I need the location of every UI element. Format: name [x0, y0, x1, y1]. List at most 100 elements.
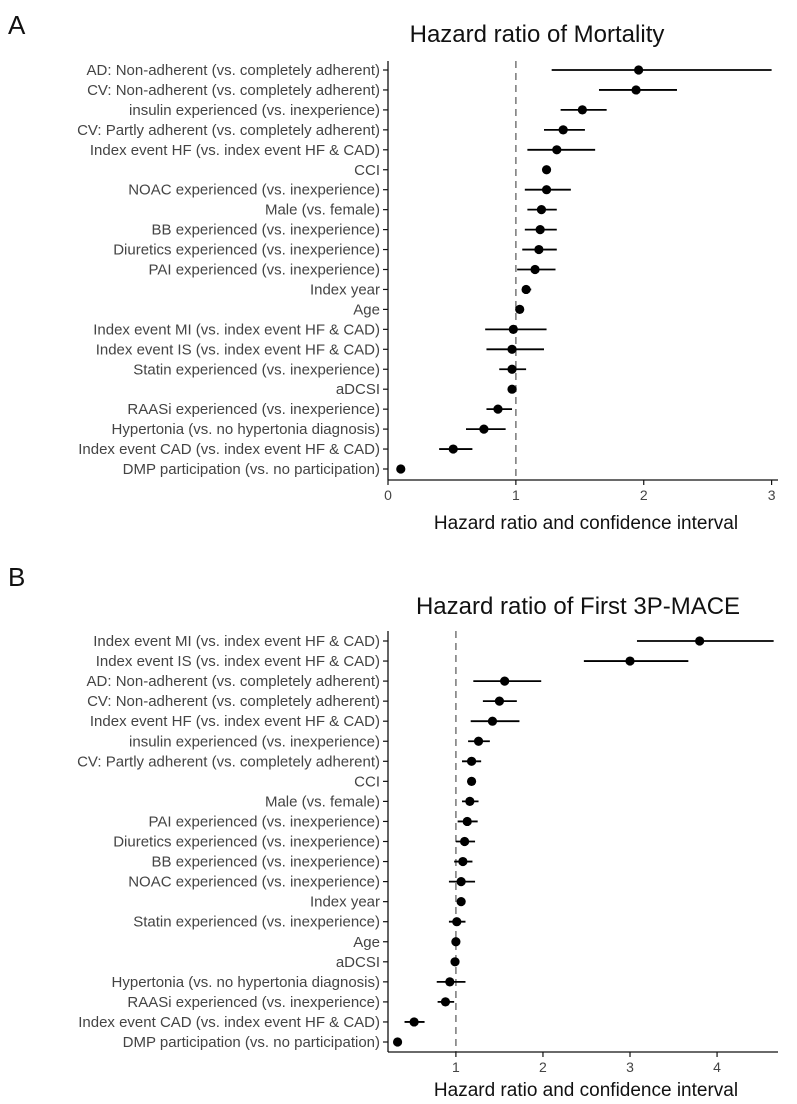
panel-a-hazard-ratio-point [515, 304, 525, 314]
panel-b-row-label: Index year [310, 894, 380, 911]
panel-b-row-label: CCI [354, 773, 380, 790]
panel-b-row-label: RAASi experienced (vs. inexperience) [127, 994, 380, 1011]
panel-b-hazard-ratio-point [494, 696, 505, 706]
panel-a-hazard-ratio-point [507, 344, 517, 354]
panel-b-row-label: AD: Non-adherent (vs. completely adheren… [87, 673, 380, 690]
panel-a-hazard-ratio-point [541, 185, 552, 195]
panel-a-row-label: CV: Non-adherent (vs. completely adheren… [87, 82, 380, 99]
panel-b-row-label: Diuretics experienced (vs. inexperience) [113, 834, 380, 851]
panel-b-hazard-ratio-point [465, 796, 475, 807]
panel-b-row-label: PAI experienced (vs. inexperience) [148, 813, 380, 830]
panel-a-hazard-ratio-point [530, 264, 540, 275]
panel-a-title: Hazard ratio of Mortality [410, 21, 665, 48]
panel-a-row-label: Male (vs. female) [265, 202, 380, 219]
panel-a-hazard-ratio-point [521, 284, 531, 295]
panel-a-hazard-ratio-point [493, 404, 503, 414]
panel-b-row-label: Age [353, 934, 380, 951]
panel-a-row-label: aDCSI [336, 381, 380, 398]
panel-a-row-label: Index year [310, 281, 380, 298]
panel-a-row-label: AD: Non-adherent (vs. completely adheren… [87, 62, 380, 79]
panel-a-x-tick-label: 2 [640, 487, 648, 503]
panel-a-row-label: Index event MI (vs. index event HF & CAD… [93, 321, 380, 338]
panel-a-hazard-ratio-point [448, 444, 458, 454]
panel-a-row-label: RAASi experienced (vs. inexperience) [127, 401, 380, 418]
panel-a-hazard-ratio-point [558, 125, 568, 135]
panel-b-row-label: CV: Non-adherent (vs. completely adheren… [87, 693, 380, 710]
panel-b-x-tick-label: 2 [539, 1059, 547, 1075]
panel-b-x-axis-title: Hazard ratio and confidence interval [434, 1080, 738, 1101]
panel-b-letter: B [8, 562, 25, 592]
panel-b-hazard-ratio-point [440, 997, 451, 1007]
panel-b-row-label: DMP participation (vs. no participation) [123, 1034, 380, 1051]
panel-b-row-label: Index event HF (vs. index event HF & CAD… [90, 713, 380, 730]
panel-b-row-label: Statin experienced (vs. inexperience) [133, 914, 380, 931]
panel-b-hazard-ratio-point [462, 816, 472, 827]
panel-a-row-label: Statin experienced (vs. inexperience) [133, 361, 380, 378]
panel-b-hazard-ratio-point [450, 957, 460, 967]
panel-a-hazard-ratio-point [479, 424, 489, 434]
panel-a-hazard-ratio-point [508, 324, 518, 334]
panel-b-hazard-ratio-point [460, 836, 470, 847]
panel-b-hazard-ratio-point [458, 856, 468, 867]
panel-a-letter: A [8, 10, 26, 40]
panel-b-row-label: Index event MI (vs. index event HF & CAD… [93, 633, 380, 650]
panel-a-hazard-ratio-point [552, 145, 562, 155]
panel-a-row-label: DMP participation (vs. no participation) [123, 461, 380, 478]
panel-b-hazard-ratio-point [445, 977, 455, 987]
panel-a-row-label: NOAC experienced (vs. inexperience) [128, 182, 380, 199]
panel-b-row-label: Index event IS (vs. index event HF & CAD… [96, 653, 380, 670]
panel-a-hazard-ratio-point [507, 384, 517, 394]
panel-b-row-label: insulin experienced (vs. inexperience) [129, 733, 380, 750]
panel-a-row-label: Hypertonia (vs. no hypertonia diagnosis) [112, 421, 380, 438]
panel-a-x-tick-label: 3 [768, 487, 776, 503]
panel-a-hazard-ratio-point [535, 225, 545, 235]
panel-a-row-label: insulin experienced (vs. inexperience) [129, 102, 380, 119]
panel-a-x-axis-title: Hazard ratio and confidence interval [434, 513, 738, 534]
panel-b-hazard-ratio-point [456, 877, 466, 887]
panel-b-x-tick-label: 4 [713, 1059, 721, 1075]
panel-b-plot: 1 2 3 4 Index event MI (vs. index event HF &… [77, 631, 778, 1075]
panel-b-hazard-ratio-point [466, 776, 477, 786]
panel-b-row-label: aDCSI [336, 954, 380, 971]
panel-a-hazard-ratio-point [634, 65, 644, 75]
panel-b-hazard-ratio-point [473, 736, 484, 746]
panel-a-hazard-ratio-point [631, 85, 641, 95]
panel-a-hazard-ratio-point [536, 205, 547, 215]
panel-a-hazard-ratio-point [507, 364, 517, 374]
panel-a-hazard-ratio-point [541, 165, 552, 175]
panel-a-row-label: Diuretics experienced (vs. inexperience) [113, 242, 380, 259]
panel-a-plot: 0 1 2 3 AD: Non-adherent (vs. completely adh… [77, 61, 778, 503]
panel-a-x-tick-label: 1 [512, 487, 520, 503]
panel-b-row-label: Hypertonia (vs. no hypertonia diagnosis) [112, 974, 380, 991]
panel-b-hazard-ratio-point [456, 897, 466, 907]
panel-a-x-tick-label: 0 [384, 487, 392, 503]
panel-a-row-label: CV: Partly adherent (vs. completely adhe… [77, 122, 380, 139]
panel-b-hazard-ratio-point [409, 1017, 419, 1027]
panel-b-x-tick-label: 1 [452, 1059, 460, 1075]
panel-a-row-label: Age [353, 301, 380, 318]
panel-b-hazard-ratio-point [451, 937, 461, 947]
panel-b-x-tick-label: 3 [626, 1059, 634, 1075]
panel-a-hazard-ratio-point [534, 244, 544, 255]
panel-b-hazard-ratio-point [392, 1037, 403, 1047]
panel-b-row-label: CV: Partly adherent (vs. completely adhe… [77, 753, 380, 770]
panel-b-hazard-ratio-point [452, 917, 462, 927]
panel-a-row-label: BB experienced (vs. inexperience) [152, 222, 380, 239]
panel-a-row-label: Index event CAD (vs. index event HF & CA… [78, 441, 380, 458]
panel-a-row-label: PAI experienced (vs. inexperience) [148, 262, 380, 279]
panel-b-hazard-ratio-point [695, 636, 705, 646]
panel-a-row-label: Index event HF (vs. index event HF & CAD… [90, 142, 380, 159]
panel-b-title: Hazard ratio of First 3P-MACE [416, 593, 740, 620]
panel-b-hazard-ratio-point [500, 676, 510, 686]
panel-b-row-label: BB experienced (vs. inexperience) [152, 854, 380, 871]
panel-a-hazard-ratio-point [396, 464, 406, 474]
panel-a-row-label: Index event IS (vs. index event HF & CAD… [96, 341, 380, 358]
panel-b-row-label: Index event CAD (vs. index event HF & CA… [78, 1014, 380, 1031]
panel-b-hazard-ratio-point [625, 656, 635, 666]
panel-b-row-label: NOAC experienced (vs. inexperience) [128, 874, 380, 891]
panel-a-hazard-ratio-point [577, 105, 587, 115]
panel-a-row-label: CCI [354, 162, 380, 179]
panel-b-hazard-ratio-point [487, 716, 498, 726]
panel-b-hazard-ratio-point [466, 756, 477, 766]
